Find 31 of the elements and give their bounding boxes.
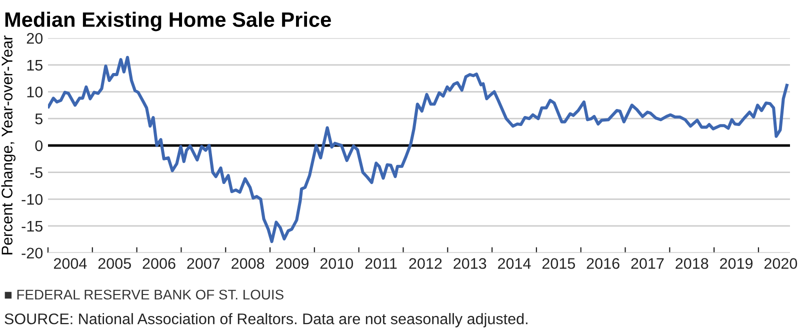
x-tick-label: 2005 (98, 258, 131, 269)
x-tick-label: 2019 (720, 258, 753, 269)
x-tick-label: 2009 (276, 258, 308, 269)
x-tick-label: 2016 (586, 258, 620, 269)
x-tick-label: 2015 (542, 258, 576, 269)
text: ■ FEDERAL RESERVE BANK OF ST. LOUIS (4, 290, 284, 300)
x-tick-label: 2012 (409, 258, 442, 269)
x-tick-label: 2020 (764, 258, 798, 269)
x-tick-label: 2008 (232, 258, 264, 269)
y-tick-label: 20 (26, 32, 43, 44)
x-tick-label: 2011 (365, 258, 397, 269)
y-tick-label: -20 (22, 248, 43, 259)
y-tick-label: 5 (35, 114, 42, 124)
x-tick-label: 2010 (320, 258, 354, 269)
x-tick-label: 2018 (676, 258, 708, 269)
x-tick-label: 2017 (631, 258, 664, 269)
y-tick-label: -15 (22, 221, 42, 232)
chart-title: Median Existing Home Sale Price (5, 12, 331, 32)
y-tick-label: -5 (30, 167, 42, 178)
x-tick-label: 2006 (142, 258, 176, 269)
source-note: SOURCE: National Association of Realtors. Data are not seasonally adjusted. (4, 313, 528, 328)
x-tick-label: 2004 (54, 258, 87, 269)
x-tick-label: 2007 (187, 258, 220, 269)
y-tick-label: -10 (22, 194, 43, 205)
y-tick-label: 10 (27, 86, 43, 98)
y-tick-label: 15 (27, 60, 42, 71)
y-axis-title: Percent Change, Year-over-Year (1, 36, 16, 254)
x-tick-label: 2013 (454, 258, 486, 269)
line-series (48, 56, 788, 244)
x-tick-label: 2014 (498, 258, 531, 269)
y-tick-label: 0 (35, 140, 43, 152)
